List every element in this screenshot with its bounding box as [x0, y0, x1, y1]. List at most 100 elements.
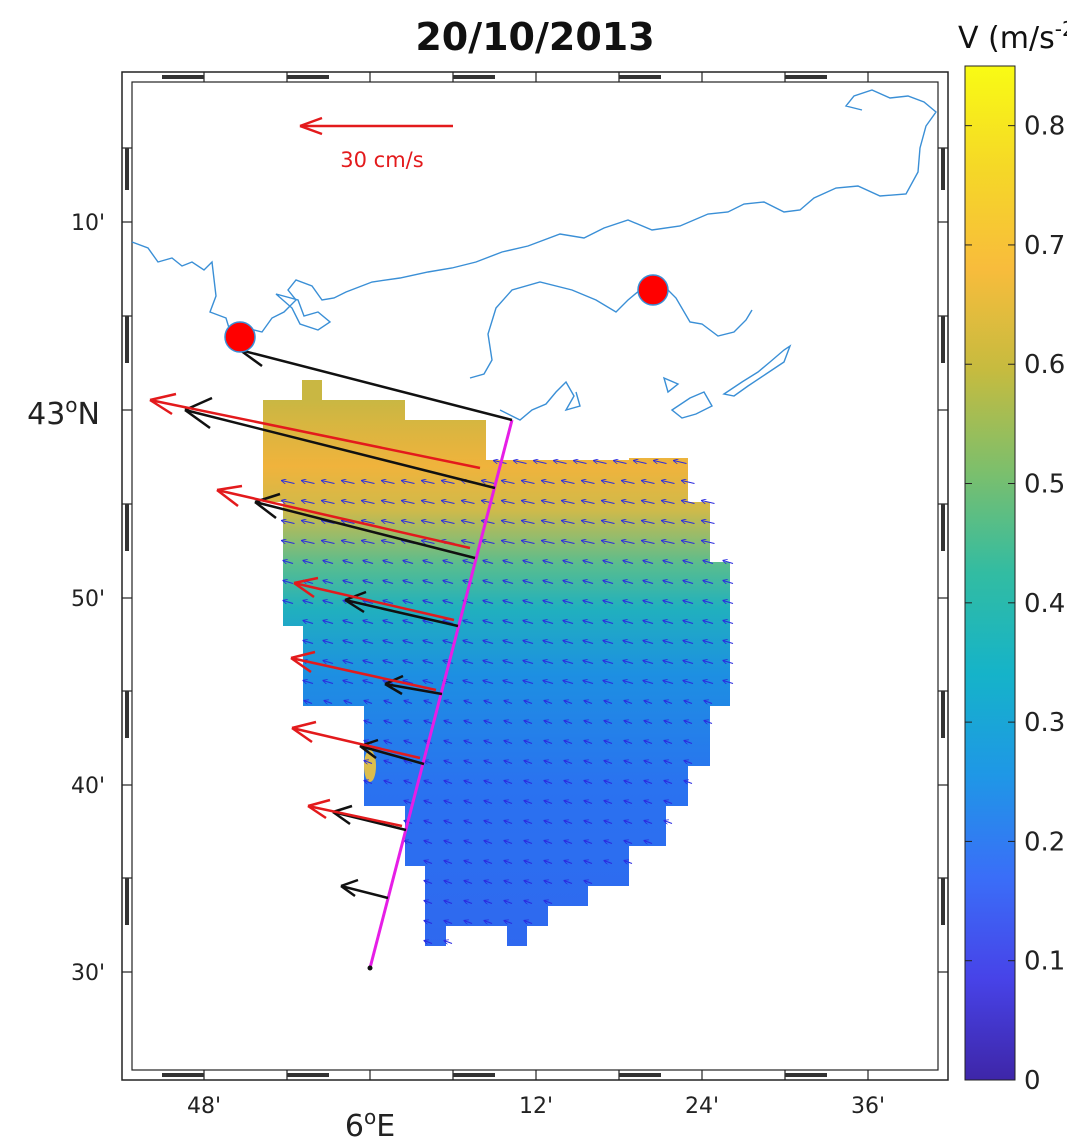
current-arrow: [323, 661, 334, 664]
current-arrow: [322, 521, 335, 524]
current-arrow: [324, 701, 333, 704]
current-arrow: [624, 781, 633, 784]
current-arrow: [643, 581, 654, 584]
current-arrow: [484, 761, 493, 764]
current-arrow: [343, 561, 354, 564]
current-arrow: [544, 901, 553, 904]
current-arrow: [404, 741, 413, 744]
current-arrow: [423, 621, 434, 624]
current-arrow: [362, 501, 375, 504]
current-arrow: [404, 841, 413, 844]
current-arrow: [544, 881, 553, 884]
current-arrow: [443, 621, 454, 624]
current-arrow: [283, 581, 294, 584]
current-arrow: [424, 701, 433, 704]
current-arrow: [464, 701, 473, 704]
current-arrow: [603, 621, 614, 624]
current-arrow: [422, 541, 435, 544]
current-arrow: [704, 701, 713, 704]
x-tick-label: 12': [519, 1094, 553, 1119]
current-arrow: [644, 741, 653, 744]
current-arrow: [563, 561, 574, 564]
current-arrow: [644, 761, 653, 764]
current-arrow: [583, 661, 594, 664]
current-arrow: [464, 741, 473, 744]
current-arrow: [484, 861, 493, 864]
current-arrow: [423, 561, 434, 564]
current-arrow: [564, 841, 573, 844]
current-arrow: [382, 501, 395, 504]
current-arrow: [323, 681, 334, 684]
current-arrow: [662, 541, 675, 544]
current-arrow: [723, 601, 734, 604]
x-axis-labels: 48' 6oE 12' 24' 36': [187, 1094, 885, 1140]
current-arrow: [382, 521, 395, 524]
current-arrow: [403, 661, 414, 664]
current-arrow: [604, 741, 613, 744]
current-arrow: [624, 821, 633, 824]
current-arrow: [384, 701, 393, 704]
current-arrow: [703, 681, 714, 684]
current-arrow: [564, 721, 573, 724]
current-arrow: [363, 581, 374, 584]
current-arrow: [602, 521, 615, 524]
current-arrow: [564, 821, 573, 824]
current-arrow: [282, 481, 295, 484]
current-arrow: [542, 541, 555, 544]
current-arrow: [384, 741, 393, 744]
colorbar-tick-label: 0.3: [1024, 708, 1065, 738]
current-arrow: [563, 581, 574, 584]
current-arrow: [304, 701, 313, 704]
current-arrow: [502, 541, 515, 544]
current-arrow: [363, 561, 374, 564]
current-arrow: [504, 881, 513, 884]
current-arrow: [584, 801, 593, 804]
current-arrow: [484, 841, 493, 844]
current-arrow: [503, 681, 514, 684]
current-arrow: [504, 861, 513, 864]
current-arrow: [683, 681, 694, 684]
current-arrow: [444, 761, 453, 764]
current-arrow: [643, 601, 654, 604]
current-arrow: [462, 541, 475, 544]
current-arrow: [362, 481, 375, 484]
current-arrow: [563, 641, 574, 644]
reference-vector-label: 30 cm/s: [340, 148, 423, 172]
current-arrow: [683, 621, 694, 624]
current-arrow: [562, 481, 575, 484]
reference-vector: 30 cm/s: [299, 116, 453, 172]
current-arrow: [584, 861, 593, 864]
current-arrow: [644, 801, 653, 804]
current-arrow: [483, 601, 494, 604]
current-arrow: [564, 701, 573, 704]
colorbar-label: V (m/s-2): [958, 17, 1067, 56]
current-arrow: [543, 581, 554, 584]
current-arrow: [634, 461, 647, 464]
current-arrow: [524, 741, 533, 744]
current-arrow: [444, 741, 453, 744]
current-arrow: [504, 761, 513, 764]
current-arrow: [483, 681, 494, 684]
current-arrow: [682, 541, 695, 544]
current-arrow: [363, 641, 374, 644]
current-arrow: [504, 841, 513, 844]
current-arrow: [723, 561, 734, 564]
current-arrow: [584, 701, 593, 704]
current-arrow: [542, 521, 555, 524]
current-arrow: [523, 661, 534, 664]
current-arrow: [504, 821, 513, 824]
current-arrow: [424, 881, 433, 884]
current-arrow: [682, 481, 695, 484]
current-arrow: [514, 461, 527, 464]
current-arrow: [603, 581, 614, 584]
current-arrow: [322, 541, 335, 544]
current-arrow: [544, 761, 553, 764]
current-arrow: [484, 921, 493, 924]
current-arrow: [424, 841, 433, 844]
current-arrow: [323, 641, 334, 644]
current-arrow: [643, 641, 654, 644]
current-arrow: [582, 541, 595, 544]
current-arrow: [303, 621, 314, 624]
x-tick-major-label: 6oE: [345, 1105, 395, 1140]
current-arrow: [544, 741, 553, 744]
